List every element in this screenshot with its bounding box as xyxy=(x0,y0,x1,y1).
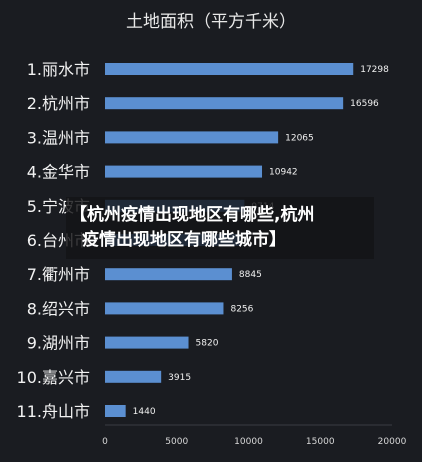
bar-3 xyxy=(105,131,279,144)
category-label-9: 9.湖州市 xyxy=(27,334,90,353)
value-label-3: 12065 xyxy=(285,133,314,143)
chart-title: 土地面积（平方千米） xyxy=(126,12,296,32)
value-label-10: 3915 xyxy=(168,373,191,383)
category-label-11: 11.舟山市 xyxy=(17,402,90,421)
bar-2 xyxy=(105,97,344,110)
category-label-7: 7.衢州市 xyxy=(27,265,90,284)
value-label-1: 17298 xyxy=(360,65,389,75)
value-label-8: 8256 xyxy=(230,304,253,314)
bar-7 xyxy=(105,268,232,281)
category-label-8: 8.绍兴市 xyxy=(27,299,90,318)
value-label-4: 10942 xyxy=(269,168,298,178)
bar-10 xyxy=(105,370,162,383)
headline-line-2[interactable]: 疫情出现地区有哪些城市】 xyxy=(82,230,286,250)
bar-9 xyxy=(105,336,189,349)
value-label-11: 1440 xyxy=(133,407,156,417)
category-label-10: 10.嘉兴市 xyxy=(17,368,90,387)
x-tick-label-0: 0 xyxy=(102,437,108,447)
category-label-2: 2.杭州市 xyxy=(27,94,90,113)
x-tick-label-15000: 15000 xyxy=(306,437,335,447)
x-tick-label-10000: 10000 xyxy=(234,437,263,447)
value-label-9: 5820 xyxy=(196,339,219,349)
bar-1 xyxy=(105,63,354,75)
bar-4 xyxy=(105,165,263,178)
category-label-4: 4.金华市 xyxy=(27,163,90,182)
bar-8 xyxy=(105,302,224,315)
headline-line-1[interactable]: 【杭州疫情出现地区有哪些,杭州 xyxy=(70,205,315,225)
category-label-1: 1.丽水市 xyxy=(27,60,90,79)
bar-11 xyxy=(105,405,126,417)
headline-overlay[interactable] xyxy=(66,197,374,259)
x-tick-label-20000: 20000 xyxy=(378,437,407,447)
value-label-7: 8845 xyxy=(239,270,262,280)
category-label-3: 3.温州市 xyxy=(27,128,90,147)
value-label-2: 16596 xyxy=(350,99,379,109)
x-tick-label-5000: 5000 xyxy=(165,437,188,447)
